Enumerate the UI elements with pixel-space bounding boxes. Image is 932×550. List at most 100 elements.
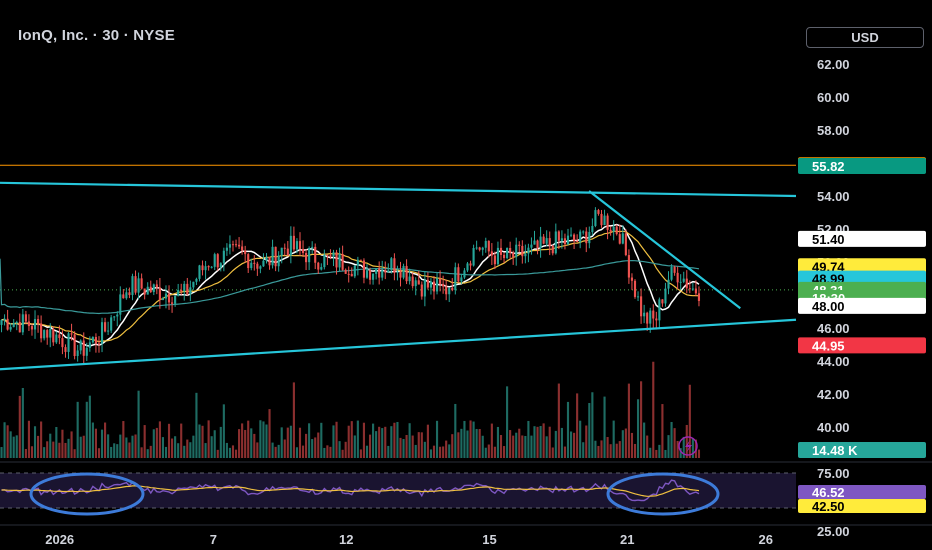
- candle-body: [387, 270, 390, 273]
- candle-body: [442, 283, 445, 287]
- volume-bar: [113, 443, 116, 458]
- rsi-tag-bg: [798, 485, 926, 499]
- time-axis: 2026 7 12 15 21 26: [45, 532, 773, 547]
- volume-bar: [107, 434, 110, 458]
- candle-body: [40, 323, 43, 339]
- volume-bar: [676, 440, 679, 458]
- volume-bar: [649, 447, 652, 458]
- x-tick-label: 21: [620, 532, 634, 547]
- volume-bar: [180, 423, 183, 458]
- volume-bar: [192, 435, 195, 458]
- candle-body: [286, 248, 289, 256]
- volume-bar: [432, 445, 436, 458]
- candle-body: [426, 279, 429, 288]
- volume-bar: [247, 420, 250, 458]
- bolt-icon[interactable]: [678, 436, 698, 456]
- candle-body: [97, 343, 101, 345]
- volume-bar: [658, 444, 661, 458]
- volume-bar: [119, 434, 122, 458]
- volume-bar: [378, 426, 381, 458]
- candle-body: [146, 286, 149, 295]
- candle-body: [603, 215, 606, 226]
- candle-body: [21, 314, 24, 333]
- price-tag-label: 14.48 K: [812, 443, 858, 458]
- candle-body: [274, 246, 277, 267]
- volume-bar: [21, 387, 24, 458]
- candle-body: [265, 256, 268, 261]
- candle-body: [597, 210, 600, 214]
- volume-bar: [673, 428, 676, 458]
- volume-bar: [9, 431, 12, 458]
- candle-body: [12, 322, 15, 328]
- volume-bar: [542, 423, 545, 458]
- volume-bar: [439, 446, 442, 458]
- candle-body: [320, 267, 323, 270]
- volume-bar: [58, 442, 61, 458]
- candle-body: [283, 247, 286, 249]
- volume-bar: [332, 425, 335, 458]
- volume-bar: [37, 435, 40, 458]
- candle-body: [137, 278, 140, 293]
- volume-bar: [131, 435, 134, 458]
- price-tag-bg: [798, 258, 926, 275]
- candle-body: [569, 234, 573, 236]
- candle-body: [323, 254, 326, 268]
- rsi-tag: 42.50: [798, 499, 926, 514]
- candle-body: [432, 281, 436, 292]
- volume-bar: [268, 409, 271, 458]
- price-tag: 49.74: [798, 258, 926, 275]
- y-tick-label: 42.00: [817, 387, 850, 402]
- volume-bar: [411, 435, 414, 458]
- trendlines: [0, 181, 797, 371]
- candle-body: [652, 310, 655, 319]
- candle-body: [3, 318, 6, 320]
- volume-bar: [682, 436, 685, 458]
- candle-body: [691, 288, 694, 290]
- candle-body: [338, 253, 341, 268]
- upper-channel-line: [0, 181, 797, 198]
- candle-body: [122, 294, 125, 299]
- volume-bar: [484, 447, 487, 458]
- volume-bar: [52, 441, 55, 458]
- volume-bar: [579, 420, 582, 458]
- volume-bar: [164, 446, 168, 458]
- candle-body: [624, 233, 627, 256]
- candle-body: [557, 231, 560, 241]
- candle-body: [664, 288, 667, 304]
- candle-body: [116, 314, 119, 317]
- candle-body: [509, 248, 512, 253]
- volume-bar: [408, 423, 411, 458]
- volume-bar: [652, 361, 655, 458]
- candle-body: [119, 294, 122, 315]
- volume-bar: [174, 436, 177, 458]
- volume-bar: [606, 437, 609, 458]
- volume-bar: [566, 401, 570, 458]
- candle-body: [52, 328, 55, 343]
- candle-body: [390, 258, 393, 271]
- volume-bar: [259, 420, 262, 458]
- candle-body: [640, 296, 643, 317]
- volume-bar: [46, 441, 49, 458]
- volume-bar: [280, 427, 283, 458]
- candle-body: [201, 265, 204, 271]
- candle-body: [356, 259, 359, 266]
- candle-body: [463, 270, 466, 278]
- volume-bar: [277, 444, 280, 458]
- rsi-tag-label: 46.52: [812, 485, 845, 500]
- volume-bar: [405, 434, 408, 458]
- volume-bar: [116, 444, 119, 458]
- candle-body: [350, 273, 353, 277]
- volume-bar: [393, 422, 396, 458]
- candle-body: [527, 247, 530, 254]
- currency-button[interactable]: USD: [806, 27, 924, 48]
- candle-body: [335, 252, 338, 268]
- candle-body: [0, 319, 3, 325]
- candle-body: [46, 330, 49, 338]
- candle-body: [609, 229, 612, 232]
- rsi-highlight-circle: [29, 472, 145, 516]
- candle-body: [545, 238, 548, 244]
- volume-bar: [30, 446, 34, 458]
- volume-bar: [573, 432, 576, 458]
- volume-bar: [518, 428, 521, 458]
